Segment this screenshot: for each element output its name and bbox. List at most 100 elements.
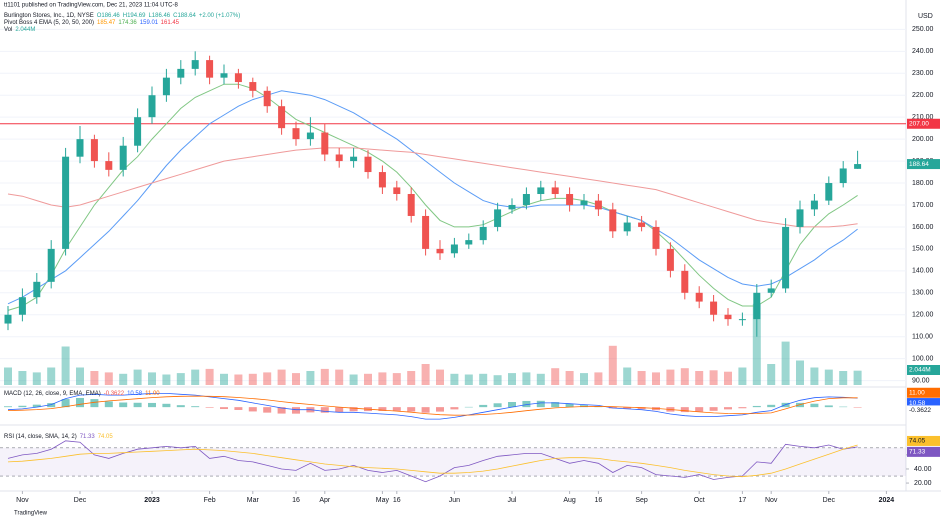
volume-bar xyxy=(680,368,689,385)
volume-bar xyxy=(522,372,531,385)
candle-body xyxy=(479,226,487,241)
candle-body xyxy=(119,145,127,170)
macd-histogram xyxy=(810,403,819,408)
x-tick-label: Jun xyxy=(449,497,460,504)
candle-body xyxy=(220,73,228,78)
candle-body xyxy=(206,60,214,78)
volume-bar xyxy=(234,374,243,385)
macd-histogram xyxy=(695,407,704,412)
candle-body xyxy=(76,139,84,157)
macd-value: 10.58 xyxy=(127,391,143,397)
volume-bar xyxy=(364,373,372,385)
candle-body xyxy=(148,95,156,118)
macd-histogram xyxy=(536,400,545,408)
y-tick-label: 200.00 xyxy=(912,136,934,143)
candle-body xyxy=(796,209,804,227)
volume-bar xyxy=(594,372,603,385)
macd-histogram xyxy=(738,407,747,409)
macd-value: 11.00 xyxy=(145,391,160,397)
volume-bar xyxy=(623,367,632,385)
candle-body xyxy=(450,244,458,254)
volume-bar xyxy=(205,368,214,385)
y-tick-label: 110.00 xyxy=(912,334,933,341)
y-tick-label: 140.00 xyxy=(912,268,934,275)
volume-bar xyxy=(824,369,833,385)
candle-body xyxy=(609,209,617,232)
macd-histogram xyxy=(220,407,228,410)
x-tick-label: 16 xyxy=(393,497,401,504)
x-tick-label: 16 xyxy=(595,497,603,504)
candle-body xyxy=(623,222,631,232)
volume-bar xyxy=(810,367,819,385)
x-tick-label: 2023 xyxy=(144,497,160,504)
macd-histogram xyxy=(551,402,560,408)
rsi-band xyxy=(0,447,906,477)
price-tag: 2.044M xyxy=(909,367,931,374)
x-tick-label: 2024 xyxy=(879,497,895,504)
macd-histogram xyxy=(148,402,156,408)
volume-bar xyxy=(580,373,588,385)
price-tag-bg xyxy=(907,118,940,129)
macd-histogram xyxy=(839,406,848,408)
volume-bar xyxy=(76,367,84,385)
volume-bar xyxy=(61,346,70,385)
ema-line xyxy=(7,147,858,228)
candle-body xyxy=(580,200,588,205)
x-tick-label: Sep xyxy=(635,497,648,504)
candle-body xyxy=(47,248,55,282)
volume-bar xyxy=(378,372,387,385)
macd-histogram xyxy=(162,403,171,408)
price-tag: 71.33 xyxy=(909,449,926,456)
candle-body xyxy=(350,156,358,162)
macd-histogram xyxy=(767,404,776,408)
volume-title: Vol xyxy=(4,27,12,33)
macd-histogram xyxy=(421,407,430,413)
volume-bar xyxy=(853,370,862,385)
x-tick-label: Dec xyxy=(823,497,836,504)
ema-line xyxy=(7,90,858,305)
volume-bar xyxy=(508,373,516,385)
price-tag-bg xyxy=(907,387,940,398)
volume-bar xyxy=(4,367,12,385)
y-tick-label: 150.00 xyxy=(912,246,934,253)
x-tick-label: Aug xyxy=(563,497,576,504)
volume-bar xyxy=(752,303,761,385)
price-tag-bg xyxy=(907,446,940,457)
macd-histogram xyxy=(320,407,329,413)
macd-histogram xyxy=(176,405,185,408)
price-tag: 207.00 xyxy=(909,120,929,127)
candle-body xyxy=(767,288,775,293)
macd-histogram xyxy=(522,400,531,408)
candle-body xyxy=(854,164,862,169)
candle-body xyxy=(364,156,372,173)
volume-bar xyxy=(421,364,430,385)
macd-histogram xyxy=(436,407,444,412)
macd-histogram xyxy=(824,405,833,408)
candle-body xyxy=(292,128,300,140)
macd-histogram xyxy=(479,404,488,408)
indicator-title: Pivot Boss 4 EMA (5, 20, 50, 200) xyxy=(4,20,94,26)
volume-bar xyxy=(738,367,747,385)
candle-body xyxy=(738,319,746,321)
macd-histogram xyxy=(450,407,459,410)
ohlc-value: L186.46 xyxy=(148,13,170,19)
volume-bar xyxy=(148,372,156,385)
volume-bar xyxy=(32,372,41,385)
macd-histogram xyxy=(292,407,300,414)
macd-histogram xyxy=(32,404,41,408)
x-tick-label: Jul xyxy=(508,497,517,504)
y-tick-label: 250.00 xyxy=(912,26,934,33)
macd-histogram xyxy=(853,407,862,408)
price-tag-bg xyxy=(907,435,940,446)
volume-bar xyxy=(436,369,444,385)
price-tag-bg xyxy=(907,398,940,409)
candle-body xyxy=(594,200,602,210)
candle-body xyxy=(335,154,343,162)
candle-body xyxy=(638,222,646,227)
candle-body xyxy=(249,82,257,91)
candle-body xyxy=(652,226,660,249)
volume-bar xyxy=(392,373,401,385)
volume-bar xyxy=(335,369,344,385)
x-tick-label: Apr xyxy=(319,497,331,504)
